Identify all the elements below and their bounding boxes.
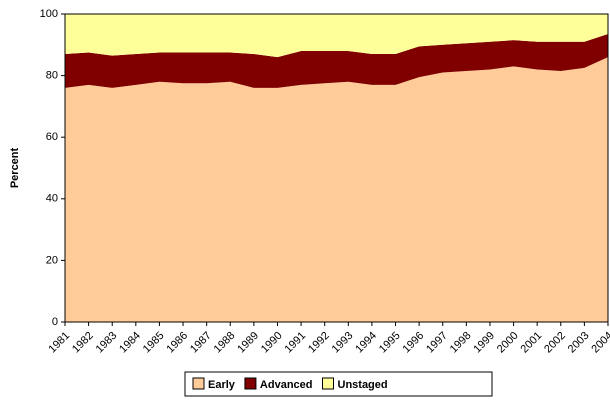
y-tick-label: 60: [46, 131, 58, 143]
legend-swatch: [244, 377, 257, 390]
x-tick-label: 1998: [448, 330, 474, 356]
plot-border: [64, 13, 609, 323]
x-tick-label: 1985: [141, 330, 167, 356]
legend-swatch: [192, 377, 205, 390]
x-tick-label: 1982: [70, 330, 96, 356]
x-tick-label: 2002: [542, 330, 568, 356]
y-tick-label: 0: [52, 316, 58, 328]
y-tick-label: 80: [46, 70, 58, 82]
x-tick-label: 1993: [330, 330, 356, 356]
x-tick-label: 1991: [282, 330, 308, 356]
x-tick-label: 1999: [471, 330, 497, 356]
x-tick-label: 2004: [589, 330, 610, 356]
legend-label: Advanced: [260, 379, 313, 391]
x-tick-label: 1992: [306, 330, 332, 356]
y-tick-label: 40: [46, 193, 58, 205]
x-tick-label: 1987: [188, 330, 214, 356]
y-tick-label: 20: [46, 254, 58, 266]
y-tick-label: 100: [40, 8, 58, 20]
x-tick-label: 2003: [566, 330, 592, 356]
x-tick-label: 1996: [401, 330, 427, 356]
legend-box: [184, 371, 493, 397]
x-tick-label: 2001: [519, 330, 545, 356]
x-tick-label: 1995: [377, 330, 403, 356]
y-axis-label: Percent: [9, 147, 21, 188]
x-tick-label: 2000: [495, 330, 521, 356]
area: [65, 57, 608, 323]
x-tick-label: 1989: [235, 330, 261, 356]
x-tick-label: 1994: [353, 330, 379, 356]
area: [65, 34, 608, 88]
legend-label: Unstaged: [338, 379, 388, 391]
x-tick-label: 1997: [424, 330, 450, 356]
legend-swatch: [322, 377, 334, 390]
area: [65, 14, 608, 58]
legend-label: Early: [208, 379, 236, 391]
x-tick-label: 1981: [46, 330, 72, 356]
x-tick-label: 1983: [94, 330, 120, 356]
x-tick-label: 1986: [164, 330, 190, 356]
x-tick-label: 1984: [117, 330, 143, 356]
x-tick-label: 1988: [212, 330, 238, 356]
x-tick-label: 1990: [259, 330, 285, 356]
